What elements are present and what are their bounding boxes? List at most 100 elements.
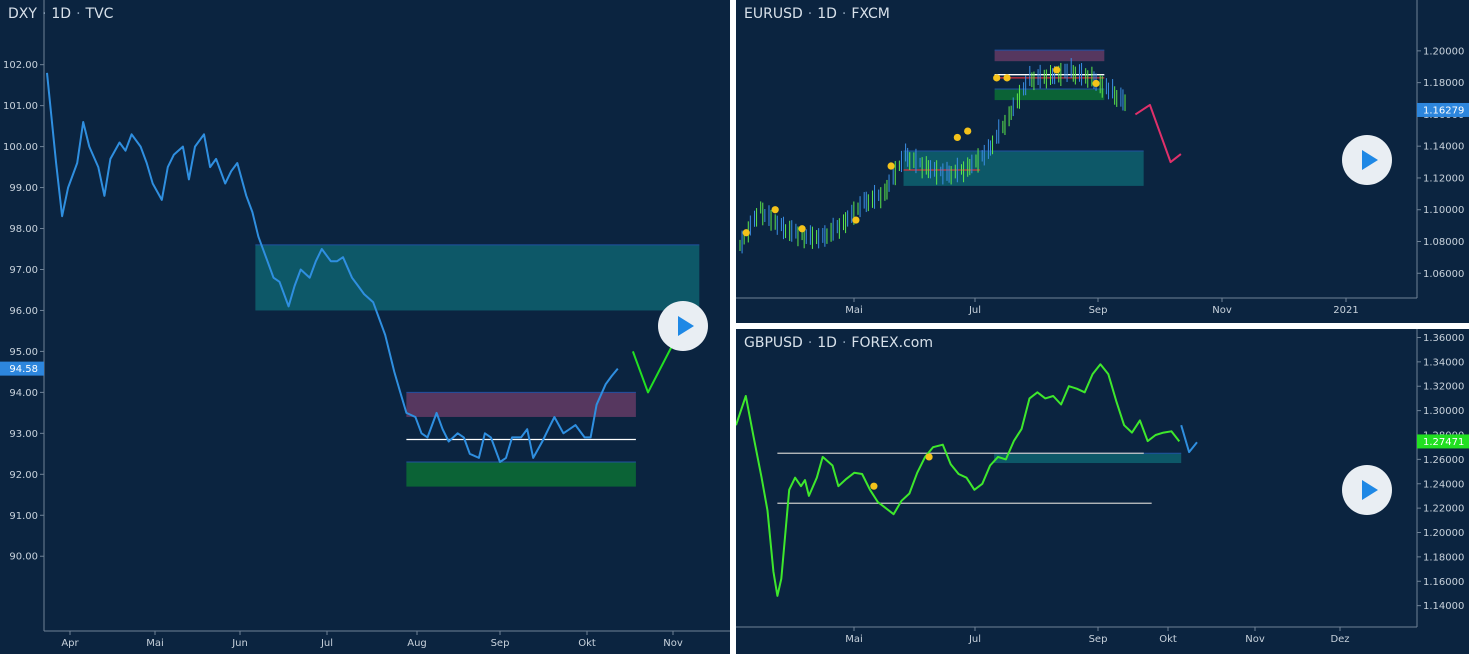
gbpusd-source: FOREX.com <box>851 335 933 351</box>
eurusd-x-tick-label: Nov <box>1212 305 1232 316</box>
gbpusd-x-tick-label: Dez <box>1330 634 1349 645</box>
dxy-y-tick-label: 92.00 <box>9 470 38 481</box>
eurusd-y-tick-label: 1.18000 <box>1423 78 1464 89</box>
dxy-y-tick-label: 101.00 <box>3 101 38 112</box>
gbpusd-interval: 1D <box>817 335 837 351</box>
dxy-y-tick-label: 97.00 <box>9 265 38 276</box>
dxy-y-tick-label: 98.00 <box>9 224 38 235</box>
eurusd-symbol: EURUSD <box>744 6 803 22</box>
eurusd-play-button[interactable] <box>1342 135 1392 185</box>
gbpusd-x-tick-label: Okt <box>1159 634 1177 645</box>
gbpusd-x-tick-label: Nov <box>1245 634 1265 645</box>
dxy-chart[interactable]: 102.00 101.00 100.00 99.00 98.00 97.00 96.00 95… <box>0 0 730 654</box>
eurusd-marker <box>1003 74 1011 82</box>
dxy-x-tick-label: Jul <box>320 638 333 649</box>
dxy-y-tick-label: 102.00 <box>3 60 38 71</box>
dxy-source: TVC <box>85 6 114 22</box>
eurusd-marker <box>852 216 860 224</box>
eurusd-marker <box>964 127 972 135</box>
eurusd-y-tick-label: 1.06000 <box>1423 269 1464 280</box>
gbpusd-y-tick-label: 1.26000 <box>1423 455 1464 466</box>
gbpusd-price-tag-label: 1.27471 <box>1423 437 1464 448</box>
gbpusd-title: GBPUSD · 1D · FOREX.com <box>744 335 933 351</box>
dxy-title: DXY · 1D · TVC <box>8 6 114 22</box>
gbpusd-symbol: GBPUSD <box>744 335 803 351</box>
gbpusd-x-tick-label: Sep <box>1089 634 1108 645</box>
dxy-x-tick-label: Sep <box>491 638 510 649</box>
eurusd-y-tick-label: 1.10000 <box>1423 205 1464 216</box>
gbpusd-y-tick-label: 1.36000 <box>1423 333 1464 344</box>
gbpusd-y-tick-label: 1.34000 <box>1423 357 1464 368</box>
dxy-y-tick-label: 99.00 <box>9 183 38 194</box>
gbpusd-y-tick-label: 1.20000 <box>1423 528 1464 539</box>
gbpusd-marker <box>925 453 933 461</box>
gbpusd-price-tag <box>1417 434 1469 449</box>
dxy-x-tick-label: Okt <box>578 638 596 649</box>
eurusd-price-tag-label: 1.16279 <box>1423 105 1464 116</box>
eurusd-projection-arrow <box>1134 103 1182 164</box>
dxy-panel[interactable]: 102.00 101.00 100.00 99.00 98.00 97.00 96.00 95… <box>0 0 730 654</box>
eurusd-x-tick-label: 2021 <box>1333 305 1358 316</box>
gbpusd-panel[interactable]: 1.360001.340001.320001.300001.280001.260… <box>736 329 1469 654</box>
gbpusd-series-line <box>736 363 1181 597</box>
gbpusd-play-button[interactable] <box>1342 465 1392 515</box>
eurusd-x-tick-label: Sep <box>1089 305 1108 316</box>
eurusd-panel[interactable]: 1.200001.180001.160001.140001.120001.100… <box>736 0 1469 323</box>
dxy-play-button[interactable] <box>658 301 708 351</box>
dxy-y-tick-label: 96.00 <box>9 306 38 317</box>
gbpusd-y-tick-label: 1.22000 <box>1423 504 1464 515</box>
eurusd-marker <box>993 74 1001 82</box>
gbpusd-y-tick-label: 1.18000 <box>1423 552 1464 563</box>
dxy-y-tick-label: 95.00 <box>9 347 38 358</box>
dxy-y-tick-label: 93.00 <box>9 429 38 440</box>
gbpusd-marker <box>870 482 878 490</box>
gbpusd-x-tick-label: Jul <box>968 634 981 645</box>
eurusd-marker <box>1092 79 1100 88</box>
dxy-x-tick-label: Mai <box>146 638 164 649</box>
dxy-series-line <box>46 72 619 463</box>
dxy-y-tick-label: 91.00 <box>9 511 38 522</box>
dxy-y-tick-label: 94.00 <box>9 388 38 399</box>
eurusd-zone-0 <box>994 50 1105 62</box>
eurusd-marker <box>887 162 895 170</box>
eurusd-y-tick-label: 1.20000 <box>1423 46 1464 57</box>
eurusd-price-tag <box>1417 102 1469 117</box>
dxy-y-tick-label: 100.00 <box>3 142 38 153</box>
eurusd-marker <box>798 225 806 233</box>
gbpusd-y-tick-label: 1.32000 <box>1423 382 1464 393</box>
dxy-y-tick-label: 90.00 <box>9 552 38 563</box>
dxy-interval: 1D <box>51 6 72 22</box>
gbpusd-projection-arrow <box>1180 424 1198 454</box>
eurusd-zone-1 <box>994 88 1105 101</box>
eurusd-marker <box>771 206 779 214</box>
gbpusd-x-tick-label: Mai <box>845 634 863 645</box>
gbpusd-zone-0 <box>994 453 1182 464</box>
dxy-x-tick-label: Apr <box>61 638 79 649</box>
dxy-x-tick-label: Nov <box>663 638 683 649</box>
eurusd-marker <box>953 133 961 142</box>
dxy-zone-2 <box>406 462 636 487</box>
gbpusd-y-tick-label: 1.16000 <box>1423 577 1464 588</box>
gbpusd-chart[interactable]: 1.360001.340001.320001.300001.280001.260… <box>736 329 1469 654</box>
eurusd-y-tick-label: 1.14000 <box>1423 142 1464 153</box>
eurusd-marker <box>1053 66 1061 74</box>
eurusd-x-tick-label: Jul <box>968 305 981 316</box>
dxy-price-tag-label: 94.58 <box>9 364 38 375</box>
gbpusd-y-tick-label: 1.14000 <box>1423 601 1464 612</box>
eurusd-marker <box>742 229 750 237</box>
eurusd-y-tick-label: 1.08000 <box>1423 237 1464 248</box>
eurusd-y-tick-label: 1.12000 <box>1423 173 1464 184</box>
dxy-price-tag <box>0 361 44 376</box>
eurusd-title: EURUSD · 1D · FXCM <box>744 6 890 22</box>
eurusd-zone-2 <box>903 150 1144 186</box>
dxy-zone-0 <box>255 244 700 311</box>
eurusd-x-tick-label: Mai <box>845 305 863 316</box>
dxy-x-tick-label: Jun <box>231 638 248 649</box>
eurusd-interval: 1D <box>817 6 837 22</box>
dxy-x-tick-label: Aug <box>407 638 427 649</box>
eurusd-source: FXCM <box>851 6 890 22</box>
eurusd-chart[interactable]: 1.200001.180001.160001.140001.120001.100… <box>736 0 1469 323</box>
gbpusd-y-tick-label: 1.30000 <box>1423 406 1464 417</box>
gbpusd-y-tick-label: 1.24000 <box>1423 479 1464 490</box>
dxy-symbol: DXY <box>8 6 37 22</box>
